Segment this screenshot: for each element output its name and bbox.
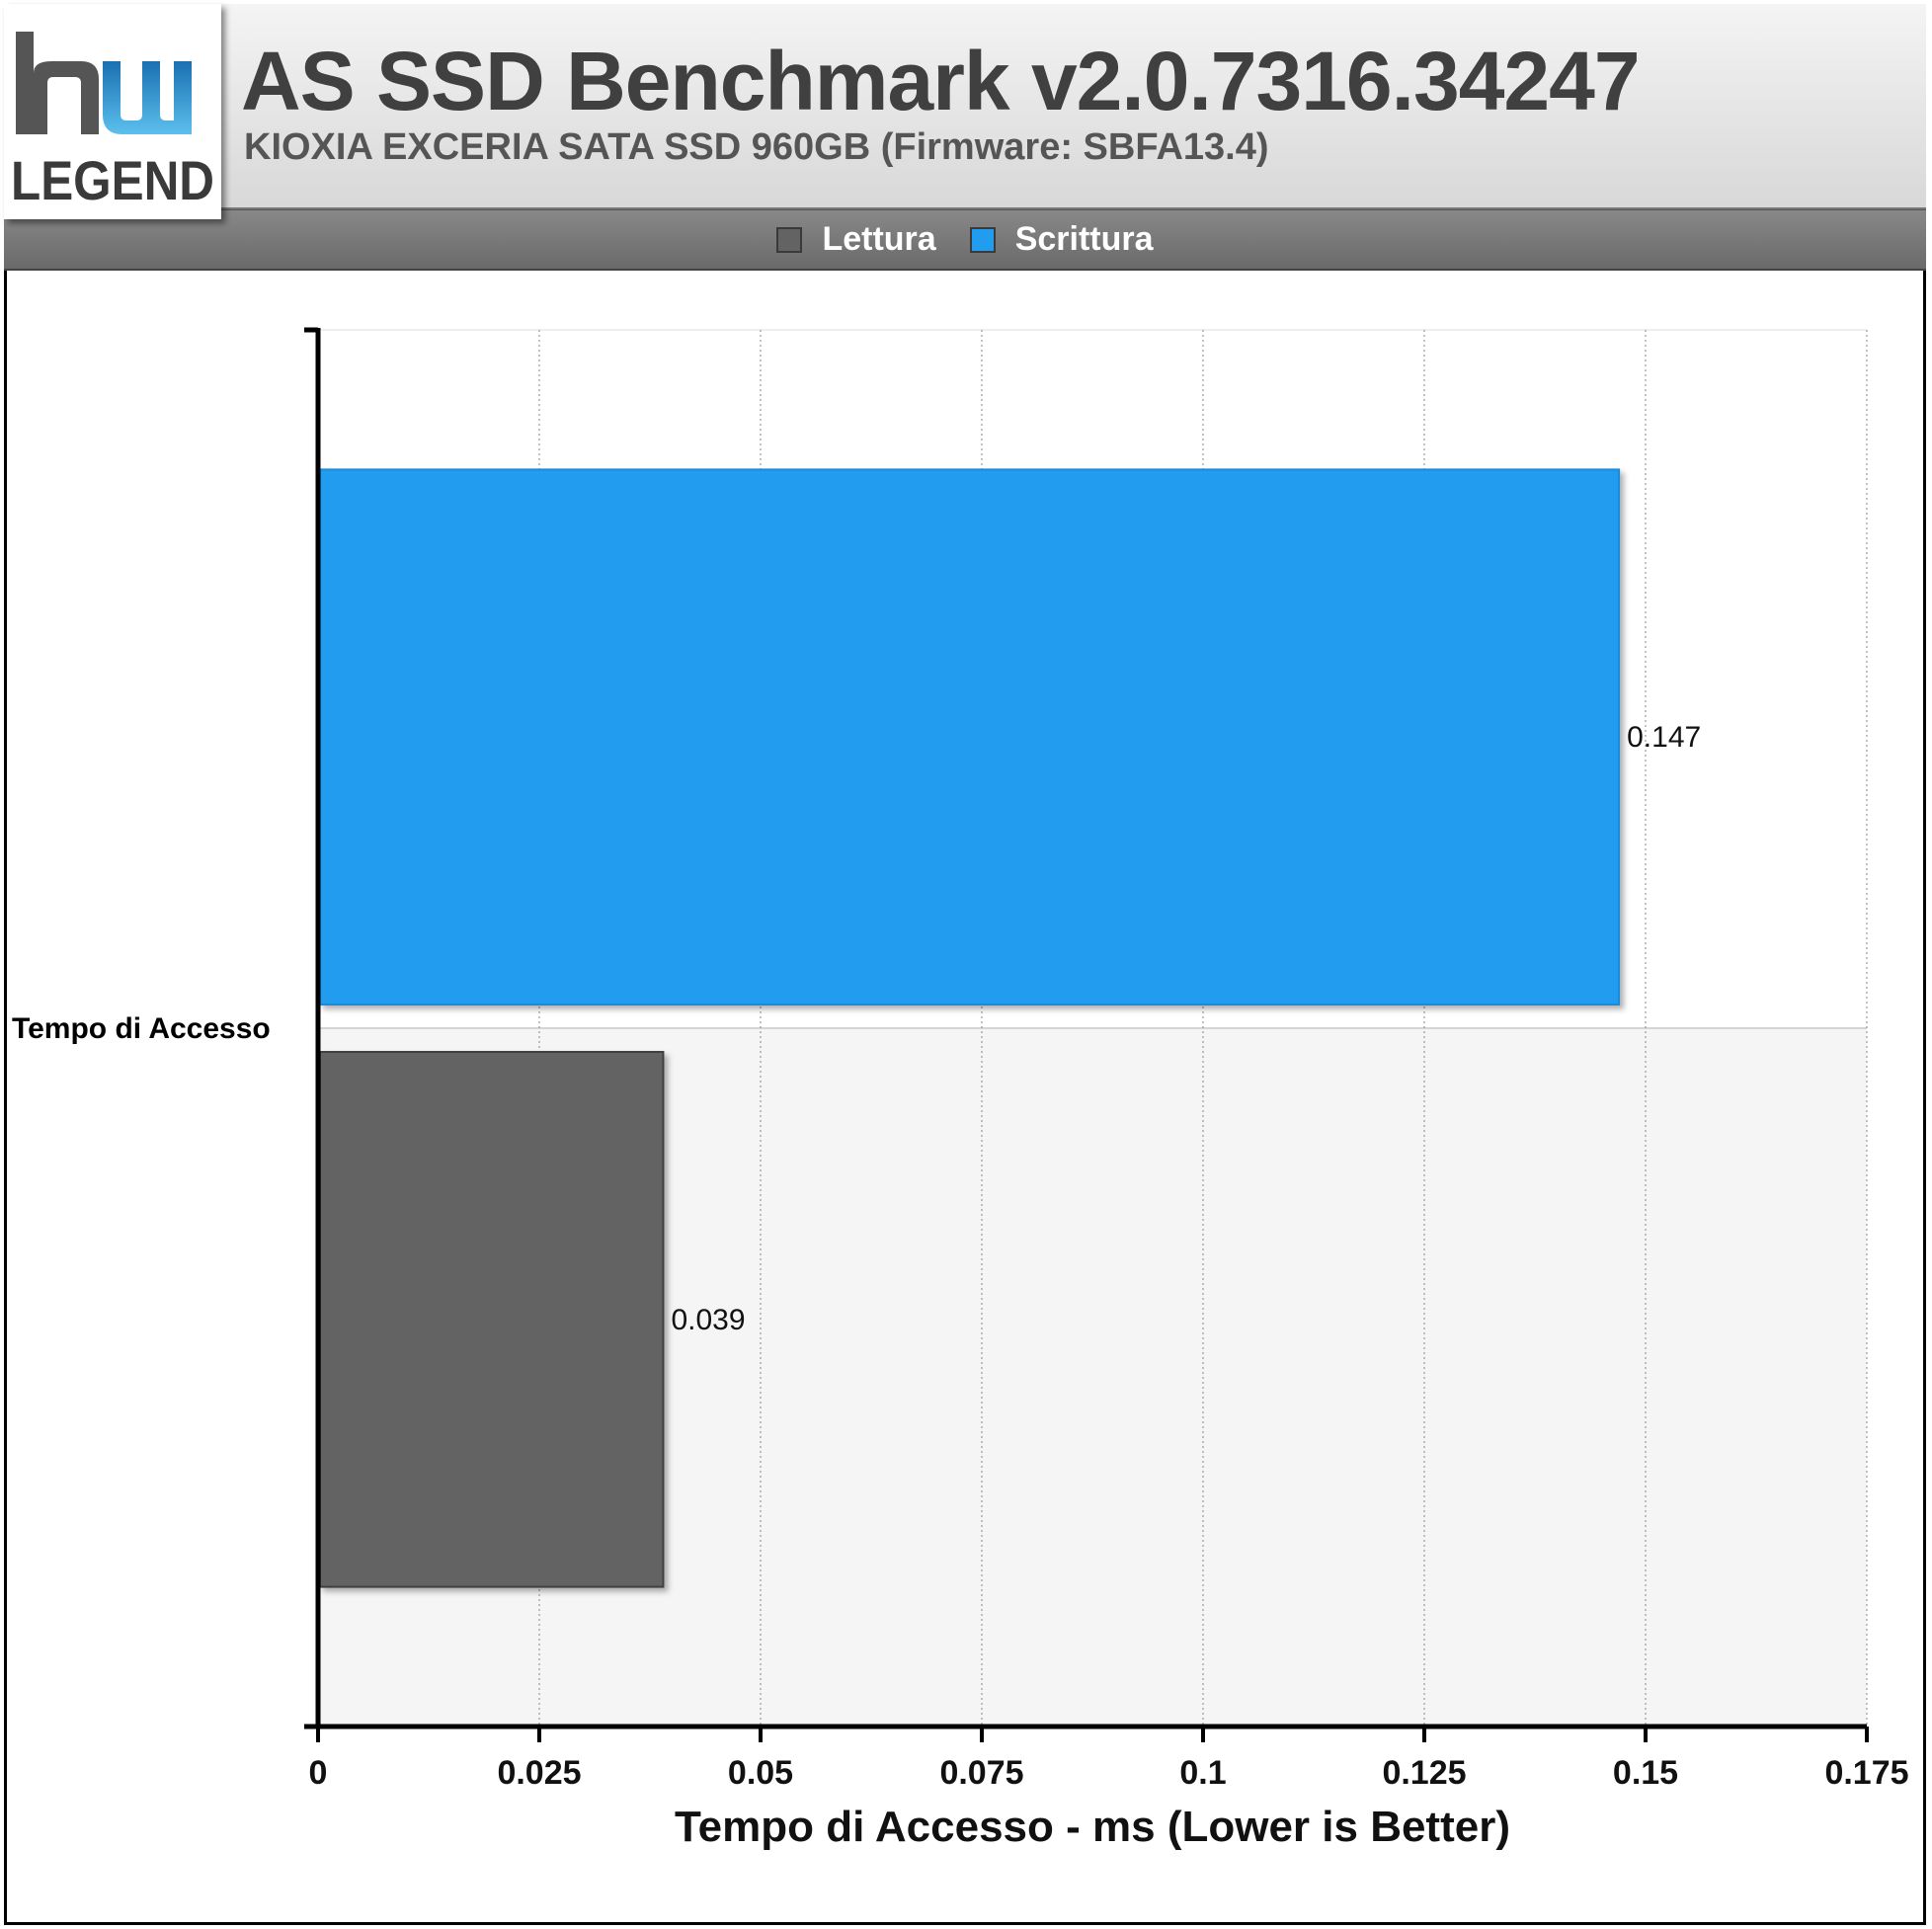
x-tick-label: 0.125 (1382, 1754, 1466, 1792)
data-label-lettura: 0.039 (671, 1304, 745, 1336)
legend-label-scrittura: Scrittura (1014, 220, 1154, 258)
legend-swatch-scrittura (969, 226, 996, 253)
legend-item-lettura: Lettura (776, 220, 936, 259)
category-label: Tempo di Accesso (12, 1012, 271, 1045)
legend-item-scrittura: Scrittura (969, 220, 1154, 259)
hwlegend-logo: LEGEND (4, 4, 221, 219)
header: AS SSD Benchmark v2.0.7316.34247 KIOXIA … (4, 4, 1926, 209)
page-subtitle: KIOXIA EXCERIA SATA SSD 960GB (Firmware:… (244, 126, 1269, 168)
logo-text: LEGEND (11, 149, 214, 211)
logo-graphic: LEGEND (11, 32, 214, 211)
bar-scrittura (319, 468, 1621, 1005)
x-axis-title: Tempo di Accesso - ms (Lower is Better) (675, 1803, 1510, 1851)
bar-lettura (319, 1051, 665, 1588)
x-tick-label: 0 (309, 1754, 328, 1792)
data-label-scrittura: 0.147 (1627, 721, 1701, 754)
x-tick-label: 0.025 (497, 1754, 581, 1792)
x-tick-label: 0.175 (1824, 1754, 1908, 1792)
x-tick-label: 0.15 (1613, 1754, 1678, 1792)
x-tick-label: 0.1 (1179, 1754, 1226, 1792)
x-tick-label: 0.05 (728, 1754, 793, 1792)
legend-swatch-lettura (776, 226, 803, 253)
legend-label-lettura: Lettura (822, 220, 936, 258)
legend-bar: Lettura Scrittura (4, 209, 1926, 271)
page-title: AS SSD Benchmark v2.0.7316.34247 (241, 35, 1641, 127)
x-tick-label: 0.075 (939, 1754, 1023, 1792)
